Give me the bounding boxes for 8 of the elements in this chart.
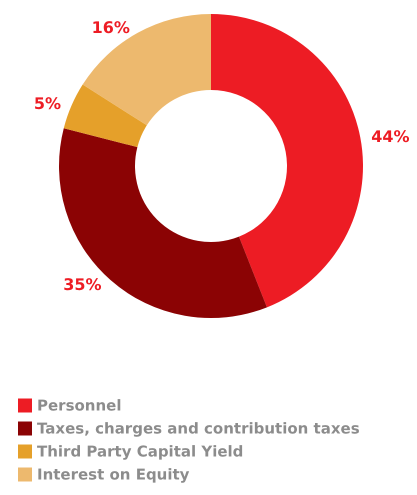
data-label: 35%	[63, 275, 102, 294]
legend-label: Taxes, charges and contribution taxes	[37, 420, 360, 438]
legend-label: Third Party Capital Yield	[37, 442, 244, 460]
data-label: 16%	[92, 18, 130, 38]
data-label: 5%	[34, 94, 61, 113]
legend-label: Personnel	[37, 396, 122, 414]
data-label: 44%	[371, 126, 410, 146]
legend-label: Interest on Equity	[37, 466, 190, 484]
